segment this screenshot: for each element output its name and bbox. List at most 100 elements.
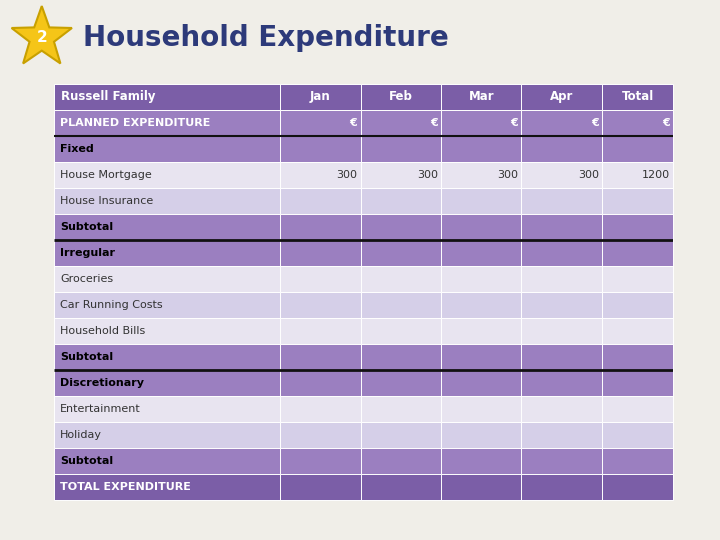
Bar: [521, 266, 602, 292]
Bar: [521, 84, 602, 110]
Bar: [280, 266, 361, 292]
Text: Apr: Apr: [550, 90, 573, 103]
Bar: [361, 136, 441, 161]
Text: €: €: [350, 118, 357, 127]
Bar: [602, 343, 673, 369]
Bar: [54, 84, 280, 110]
Bar: [521, 292, 602, 318]
Bar: [280, 343, 361, 369]
Bar: [280, 187, 361, 214]
Bar: [602, 474, 673, 500]
Bar: [441, 214, 521, 240]
Bar: [54, 422, 280, 448]
Text: €: €: [662, 118, 670, 127]
Bar: [54, 369, 280, 395]
Text: House Insurance: House Insurance: [60, 195, 153, 206]
Text: 1200: 1200: [642, 170, 670, 180]
Bar: [521, 318, 602, 343]
Bar: [602, 422, 673, 448]
Text: Irregular: Irregular: [60, 248, 115, 258]
Bar: [280, 110, 361, 136]
Bar: [361, 266, 441, 292]
Bar: [602, 369, 673, 395]
Bar: [361, 84, 441, 110]
Polygon shape: [12, 6, 72, 64]
Bar: [441, 422, 521, 448]
Bar: [521, 214, 602, 240]
Bar: [441, 474, 521, 500]
Bar: [521, 474, 602, 500]
Text: Entertainment: Entertainment: [60, 403, 141, 414]
Text: Household Expenditure: Household Expenditure: [83, 24, 449, 52]
Bar: [602, 448, 673, 474]
Text: €: €: [430, 118, 438, 127]
Bar: [602, 395, 673, 422]
Bar: [280, 214, 361, 240]
Bar: [602, 110, 673, 136]
Bar: [441, 266, 521, 292]
Bar: [361, 214, 441, 240]
Text: 300: 300: [498, 170, 518, 180]
Bar: [441, 369, 521, 395]
Text: Holiday: Holiday: [60, 429, 102, 440]
Bar: [602, 266, 673, 292]
Text: €: €: [510, 118, 518, 127]
Bar: [361, 318, 441, 343]
Bar: [602, 318, 673, 343]
Bar: [521, 395, 602, 422]
Bar: [54, 110, 280, 136]
Bar: [521, 343, 602, 369]
Bar: [280, 136, 361, 161]
Bar: [280, 422, 361, 448]
Text: 300: 300: [578, 170, 599, 180]
Bar: [441, 292, 521, 318]
Bar: [521, 187, 602, 214]
Bar: [521, 240, 602, 266]
Text: Jan: Jan: [310, 90, 330, 103]
Bar: [441, 84, 521, 110]
Text: 300: 300: [417, 170, 438, 180]
Bar: [521, 369, 602, 395]
Bar: [361, 395, 441, 422]
Bar: [521, 136, 602, 161]
Bar: [361, 474, 441, 500]
Bar: [602, 84, 673, 110]
Bar: [361, 448, 441, 474]
Bar: [361, 161, 441, 187]
Bar: [521, 448, 602, 474]
Bar: [441, 110, 521, 136]
Bar: [280, 84, 361, 110]
Text: Mar: Mar: [469, 90, 494, 103]
Text: PLANNED EXPENDITURE: PLANNED EXPENDITURE: [60, 118, 210, 127]
Bar: [54, 343, 280, 369]
Text: Subtotal: Subtotal: [60, 221, 113, 232]
Text: Subtotal: Subtotal: [60, 456, 113, 465]
Bar: [602, 240, 673, 266]
Bar: [441, 136, 521, 161]
Text: Household Bills: Household Bills: [60, 326, 145, 335]
Bar: [54, 240, 280, 266]
Text: €: €: [591, 118, 599, 127]
Text: Fixed: Fixed: [60, 144, 94, 154]
Bar: [280, 292, 361, 318]
Bar: [280, 161, 361, 187]
Bar: [602, 187, 673, 214]
Bar: [54, 161, 280, 187]
Bar: [361, 343, 441, 369]
Bar: [441, 318, 521, 343]
Bar: [54, 292, 280, 318]
Bar: [602, 292, 673, 318]
Bar: [441, 187, 521, 214]
Bar: [441, 448, 521, 474]
Bar: [280, 240, 361, 266]
Bar: [361, 422, 441, 448]
Bar: [54, 266, 280, 292]
Bar: [280, 369, 361, 395]
Bar: [441, 395, 521, 422]
Text: Groceries: Groceries: [60, 274, 113, 284]
Bar: [54, 448, 280, 474]
Bar: [441, 240, 521, 266]
Bar: [54, 474, 280, 500]
Text: TOTAL EXPENDITURE: TOTAL EXPENDITURE: [60, 482, 191, 491]
Bar: [280, 474, 361, 500]
